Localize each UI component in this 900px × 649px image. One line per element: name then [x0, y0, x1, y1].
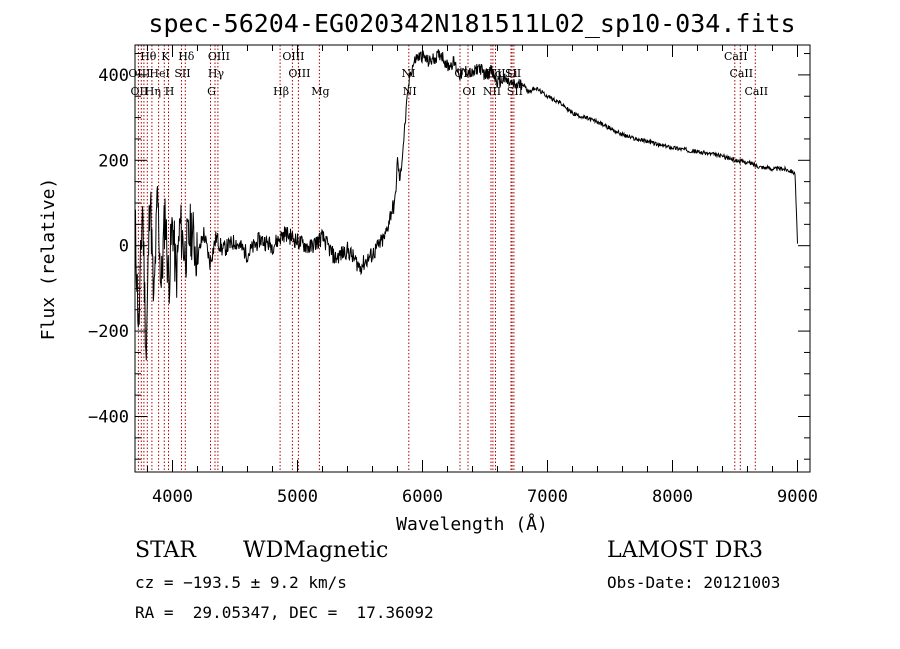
chart-title: spec-56204-EG020342N181511L02_sp10-034.f…: [148, 9, 795, 38]
x-tick-label-1: 5000: [277, 487, 318, 507]
y-tick-label-2: 0: [119, 237, 129, 257]
line-label-23: Mg: [311, 85, 329, 98]
line-label-25: OI: [462, 85, 475, 98]
line-label-11: NI: [402, 67, 416, 80]
line-label-5: CaII: [724, 50, 748, 63]
line-label-17: CaII: [729, 67, 753, 80]
x-tick-label-3: 7000: [527, 487, 568, 507]
x-tick-label-0: 4000: [152, 487, 193, 507]
line-label-8: SII: [174, 67, 190, 80]
x-tick-label-4: 8000: [652, 487, 693, 507]
x-tick-label-5: 9000: [777, 487, 818, 507]
line-label-27: SII: [507, 85, 523, 98]
line-label-21: G: [207, 85, 216, 98]
line-label-16: Li: [507, 67, 518, 80]
series-line-flux: [134, 49, 798, 361]
x-axis-ticks: 4000 5000 6000 7000 8000 9000: [147, 45, 818, 507]
line-label-10: OIII: [288, 67, 310, 80]
survey-name: LAMOST DR3: [607, 538, 763, 563]
line-label-2: Hδ: [178, 50, 195, 63]
y-axis-label: Flux (relative): [38, 178, 59, 341]
y-tick-label-1: −200: [88, 322, 129, 342]
line-label-1: K: [161, 50, 170, 63]
line-markers: [137, 45, 756, 472]
object-class: STAR: [135, 538, 196, 563]
observation-date: Obs-Date: 20121003: [607, 573, 781, 592]
line-label-19: Hη: [145, 85, 161, 98]
y-axis-ticks: −400 −200 0 200 400: [88, 53, 810, 460]
line-label-20: H: [165, 85, 175, 98]
y-tick-label-3: 200: [98, 151, 129, 171]
line-label-14: SII: [505, 67, 521, 80]
redshift-cz: cz = −193.5 ± 9.2 km/s: [135, 573, 347, 592]
x-axis-label: Wavelength (Å): [396, 513, 548, 535]
line-label-6: OIII: [128, 67, 150, 80]
object-subclass: WDMagnetic: [243, 538, 389, 563]
line-label-28: CaII: [744, 85, 768, 98]
line-label-3: OIII: [208, 50, 230, 63]
plot-frame: [134, 44, 811, 473]
line-label-9: Hγ: [208, 67, 225, 80]
x-tick-label-2: 6000: [402, 487, 443, 507]
y-tick-label-0: −400: [88, 407, 129, 427]
line-label-7: HeI: [149, 67, 169, 80]
ra-dec: RA = 29.05347, DEC = 17.36092: [135, 603, 434, 622]
line-label-22: Hβ: [273, 85, 289, 98]
line-label-4: OIII: [282, 50, 304, 63]
y-tick-label-4: 400: [98, 66, 129, 86]
line-label-26: NII: [483, 85, 501, 98]
line-label-24: NI: [403, 85, 417, 98]
line-label-0: Hθ: [140, 50, 157, 63]
